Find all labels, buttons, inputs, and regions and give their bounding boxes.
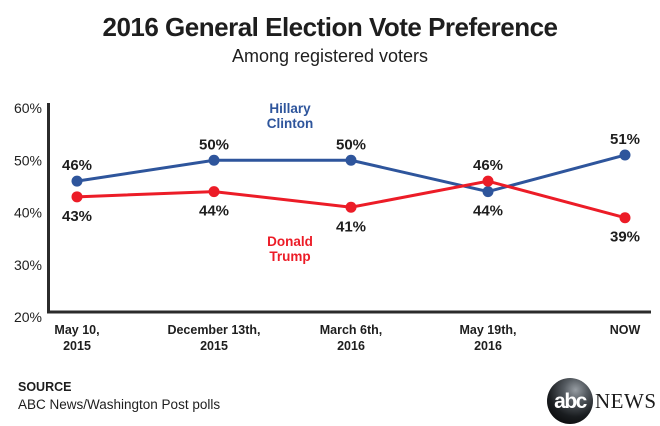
trump-series-label: Donald [267,234,313,249]
clinton-data-point-label: 46% [62,157,92,174]
y-axis-tick-label: 50% [14,152,42,168]
clinton-series-label: Hillary [269,101,311,116]
source-label: SOURCE [18,380,72,394]
trump-data-point [482,175,494,187]
trump-data-point-label: 44% [199,203,229,220]
y-axis-tick-label: 20% [14,309,42,325]
trump-series-label: Trump [269,249,310,264]
y-axis-tick-label: 40% [14,205,42,221]
x-axis-tick-label: May 10, [54,323,99,337]
clinton-data-point [345,154,357,166]
vote-preference-chart: 60% 50% 40% 30% 20% May 10, 2015 December 13th,… [14,100,651,353]
abc-news-logo: abc NEWS [547,378,657,424]
abc-logo-circle: abc [547,378,593,424]
source-block: SOURCE ABC News/Washington Post polls [18,380,220,412]
clinton-data-point [208,154,220,166]
trump-data-point-label: 41% [336,218,366,235]
trump-data-point [619,212,631,224]
clinton-data-point [619,149,631,161]
x-axis-tick-label: 2016 [474,339,502,353]
abc-logo-text: abc [554,389,587,413]
clinton-data-point-label: 50% [199,136,229,153]
trump-data-point-label: 39% [610,229,640,246]
clinton-data-point-label: 50% [336,136,366,153]
trump-data-point-label: 43% [62,208,92,225]
trump-data-point-label: 46% [473,157,503,174]
clinton-series-label: Clinton [267,116,314,131]
trump-data-point [208,186,220,198]
x-axis-tick-label: 2015 [63,339,91,353]
page-title: 2016 General Election Vote Preference [102,12,558,42]
trump-data-point [345,201,357,213]
news-logo-text: NEWS [595,388,657,413]
x-axis-tick-label: 2016 [337,339,365,353]
trump-data-point [71,191,83,203]
y-axis-tick-label: 30% [14,257,42,273]
source-text: ABC News/Washington Post polls [18,397,221,412]
clinton-data-point-label: 44% [473,203,503,220]
clinton-data-point [71,175,83,187]
y-axis-tick-label: 60% [14,100,42,116]
x-axis-tick-label: December 13th, [167,323,260,337]
x-axis-tick-label: 2015 [200,339,228,353]
x-axis-tick-label: May 19th, [460,323,517,337]
x-axis-tick-label: NOW [610,323,641,337]
page-subtitle: Among registered voters [231,46,429,66]
clinton-data-point [482,186,494,198]
x-axis-tick-label: March 6th, [320,323,383,337]
clinton-data-point-label: 51% [610,131,640,148]
